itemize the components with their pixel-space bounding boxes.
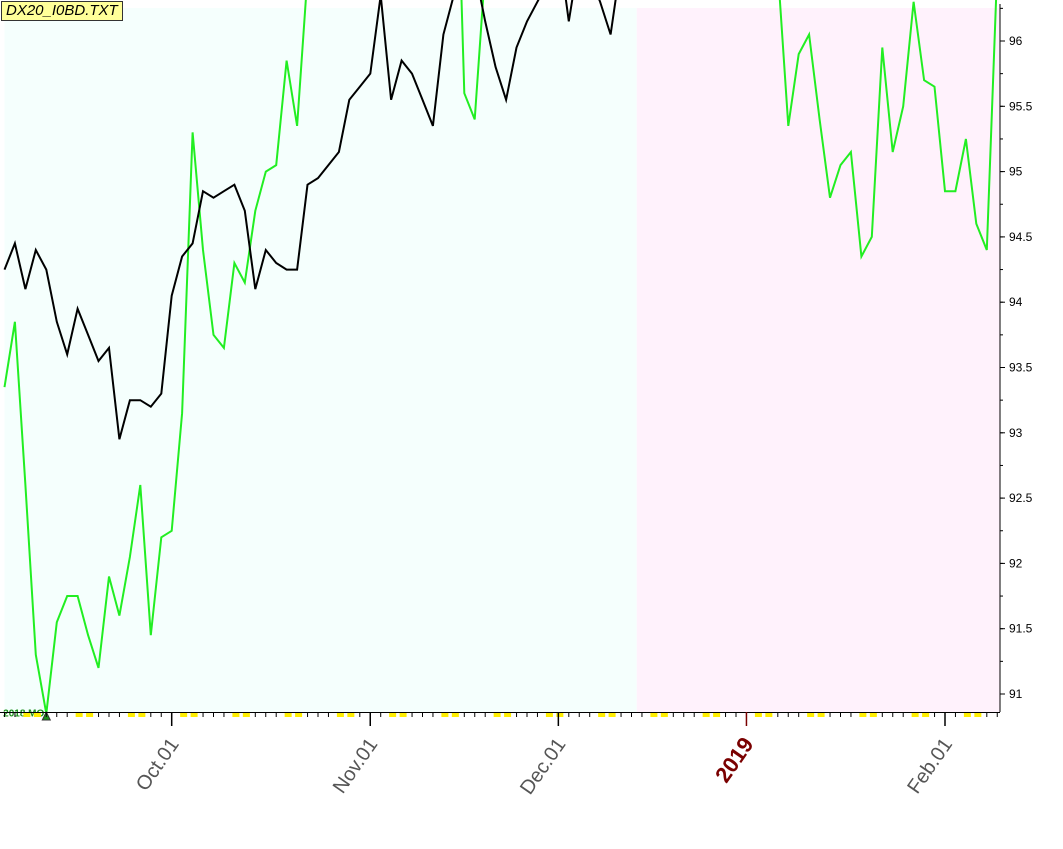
series-group xyxy=(3,0,998,714)
x-week-marker xyxy=(859,713,867,717)
x-week-marker xyxy=(713,713,721,717)
x-week-marker xyxy=(190,713,198,717)
y-tick-label: 95.5 xyxy=(1009,99,1033,113)
x-week-marker xyxy=(127,713,135,717)
x-week-marker xyxy=(451,713,459,717)
x-year-label: 2019 xyxy=(710,733,759,787)
x-week-marker xyxy=(765,713,773,717)
y-tick-label: 91 xyxy=(1009,687,1023,701)
y-tick-label: 94.5 xyxy=(1009,230,1033,244)
x-month-label: Dec.01 xyxy=(516,734,570,799)
x-week-marker xyxy=(754,713,762,717)
x-month-label: Nov.01 xyxy=(329,734,383,797)
x-month-label: Feb.01 xyxy=(903,734,957,798)
y-tick-label: 96 xyxy=(1009,34,1023,48)
x-week-marker xyxy=(963,713,971,717)
y-tick-label: 92 xyxy=(1009,556,1023,570)
x-week-marker xyxy=(295,713,303,717)
x-week-marker xyxy=(493,713,501,717)
x-week-marker xyxy=(504,713,512,717)
x-week-marker xyxy=(974,713,982,717)
file-name-label: DX20_I0BD.TXT xyxy=(1,1,123,21)
x-week-marker xyxy=(650,713,658,717)
x-week-marker xyxy=(336,713,344,717)
y-tick-label: 95 xyxy=(1009,165,1023,179)
x-week-marker xyxy=(922,713,930,717)
x-week-marker xyxy=(389,713,397,717)
y-tick-label: 93 xyxy=(1009,426,1023,440)
x-week-marker xyxy=(86,713,94,717)
x-week-marker xyxy=(545,713,553,717)
x-week-marker xyxy=(608,713,616,717)
x-week-marker xyxy=(33,713,41,717)
x-week-marker xyxy=(441,713,449,717)
x-week-marker xyxy=(347,713,355,717)
x-week-marker xyxy=(702,713,710,717)
chart-background xyxy=(4,8,1000,712)
x-week-marker xyxy=(242,713,250,717)
x-week-marker xyxy=(660,713,668,717)
x-week-marker xyxy=(180,713,188,717)
x-week-marker xyxy=(598,713,606,717)
x-week-marker xyxy=(817,713,825,717)
x-week-marker xyxy=(232,713,240,717)
x-week-marker xyxy=(284,713,292,717)
x-week-marker xyxy=(23,713,31,717)
x-week-marker xyxy=(138,713,146,717)
x-week-marker xyxy=(807,713,815,717)
background-region-2 xyxy=(636,8,1000,712)
series-line-2 xyxy=(3,0,617,440)
x-month-label: Oct.01 xyxy=(132,734,184,795)
y-tick-label: 93.5 xyxy=(1009,361,1033,375)
y-tick-label: 92.5 xyxy=(1009,491,1033,505)
y-tick-label: 94 xyxy=(1009,295,1023,309)
x-week-marker xyxy=(75,713,83,717)
x-week-marker xyxy=(911,713,919,717)
x-week-marker xyxy=(556,713,564,717)
x-week-marker xyxy=(869,713,877,717)
x-week-marker xyxy=(399,713,407,717)
series-line-1 xyxy=(3,0,998,714)
y-tick-label: 91.5 xyxy=(1009,622,1033,636)
